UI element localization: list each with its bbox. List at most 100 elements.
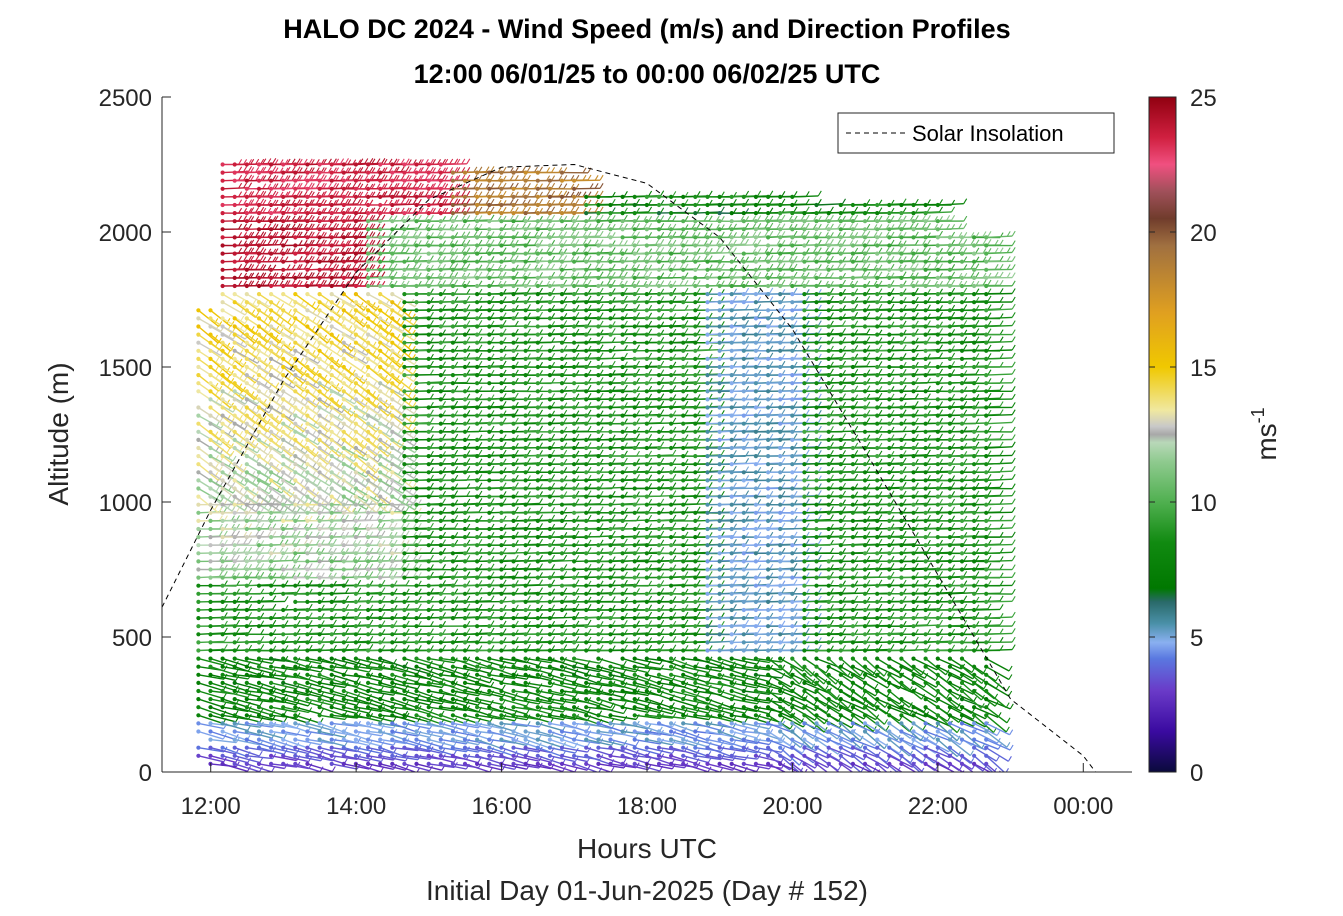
wind-barb-flag: [288, 318, 291, 323]
wind-barb-point: [269, 276, 273, 280]
wind-barb-point: [342, 179, 346, 183]
wind-barb-flag: [249, 580, 252, 585]
wind-barb-flag: [224, 571, 227, 576]
wind-barb-point: [414, 462, 418, 466]
wind-barb-point: [342, 584, 346, 588]
wind-barb-point: [281, 333, 285, 337]
wind-barb-point: [318, 705, 322, 709]
wind-barb-point: [318, 584, 322, 588]
wind-barb-flag: [350, 479, 353, 484]
wind-barb-point: [318, 721, 322, 725]
wind-barb-point: [281, 478, 285, 482]
wind-barb-point: [281, 519, 285, 523]
wind-barb-flag: [418, 273, 421, 278]
wind-barb-point: [390, 316, 394, 320]
wind-barb-point: [330, 341, 334, 345]
wind-barb-point: [196, 681, 200, 685]
wind-barb-flag: [418, 621, 421, 626]
wind-barb-flag: [346, 588, 349, 593]
wind-barb-point: [366, 373, 370, 377]
wind-barb-point: [257, 495, 261, 499]
wind-barb-point: [366, 478, 370, 482]
wind-barb-point: [257, 713, 261, 717]
wind-barb-flag: [389, 312, 392, 317]
wind-barb-point: [366, 640, 370, 644]
wind-barb-point: [342, 454, 346, 458]
wind-barb-point: [390, 341, 394, 345]
wind-barb-point: [305, 503, 309, 507]
wind-barb-flag: [374, 381, 377, 386]
wind-barb-point: [366, 284, 370, 288]
wind-barb-point: [330, 592, 334, 596]
wind-barb-point: [257, 673, 261, 677]
wind-barb-point: [305, 381, 309, 385]
wind-barb-point: [269, 584, 273, 588]
wind-barb-flag: [382, 224, 385, 229]
wind-barb-point: [402, 705, 406, 709]
wind-barb-point: [366, 235, 370, 239]
wind-barb-point: [402, 721, 406, 725]
wind-barb-point: [342, 738, 346, 742]
wind-barb-point: [269, 195, 273, 199]
wind-barb-point: [221, 284, 225, 288]
wind-barb-point: [342, 632, 346, 636]
wind-barb-point: [221, 260, 225, 264]
wind-barb-point: [390, 227, 394, 231]
wind-barb-point: [402, 211, 406, 215]
wind-barb-point: [402, 219, 406, 223]
wind-barb-flag: [430, 548, 433, 553]
wind-barb-point: [293, 495, 297, 499]
wind-barb-point: [402, 470, 406, 474]
wind-barb-flag: [430, 370, 433, 375]
wind-barb-point: [378, 341, 382, 345]
wind-barb-point: [390, 203, 394, 207]
wind-barb-point: [342, 559, 346, 563]
wind-barb-point: [305, 616, 309, 620]
wind-barb-flag: [236, 555, 239, 560]
wind-barb-flag: [277, 373, 280, 378]
wind-barb-point: [208, 438, 212, 442]
wind-barb-point: [293, 657, 297, 661]
wind-barb-point: [318, 729, 322, 733]
wind-barb-point: [233, 608, 237, 612]
wind-barb-flag: [239, 224, 242, 229]
wind-barb-point: [281, 357, 285, 361]
wind-barb-flag: [293, 506, 296, 511]
wind-barb-point: [378, 389, 382, 393]
wind-barb-point: [318, 640, 322, 644]
wind-barb-point: [342, 705, 346, 709]
wind-barb-point: [342, 519, 346, 523]
wind-barb-point: [378, 381, 382, 385]
wind-barb-point: [293, 738, 297, 742]
wind-barb-flag: [358, 280, 361, 285]
wind-barb-point: [342, 308, 346, 312]
wind-barb-point: [402, 624, 406, 628]
wind-barb-point: [378, 478, 382, 482]
wind-barb-point: [402, 754, 406, 758]
wind-barb-point: [293, 576, 297, 580]
wind-barb-point: [366, 365, 370, 369]
wind-barb-point: [390, 648, 394, 652]
wind-barb-point: [318, 349, 322, 353]
wind-barb-point: [378, 754, 382, 758]
wind-barb-point: [233, 389, 237, 393]
wind-barb-point: [293, 454, 297, 458]
wind-barb-point: [281, 697, 285, 701]
wind-barb-point: [208, 381, 212, 385]
wind-barb-point: [378, 616, 382, 620]
wind-barb-point: [318, 697, 322, 701]
wind-barb-point: [293, 592, 297, 596]
wind-barb-flag: [309, 620, 312, 625]
wind-barb-point: [269, 227, 273, 231]
wind-barb-point: [245, 632, 249, 636]
wind-barb-point: [293, 746, 297, 750]
wind-barb-point: [245, 681, 249, 685]
wind-barb-point: [196, 608, 200, 612]
wind-barb-point: [281, 414, 285, 418]
wind-barb-point: [269, 624, 273, 628]
wind-barb-point: [208, 316, 212, 320]
wind-barb-flag: [261, 255, 264, 260]
wind-barb-point: [414, 365, 418, 369]
wind-barb-flag: [346, 580, 349, 585]
wind-barb-point: [221, 559, 225, 563]
